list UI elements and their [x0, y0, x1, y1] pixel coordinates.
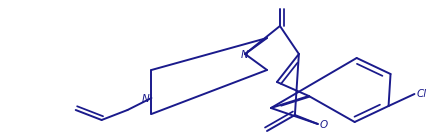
Text: N: N	[241, 50, 249, 60]
Text: O: O	[320, 120, 328, 130]
Text: Cl: Cl	[417, 89, 426, 99]
Text: N: N	[142, 94, 149, 104]
